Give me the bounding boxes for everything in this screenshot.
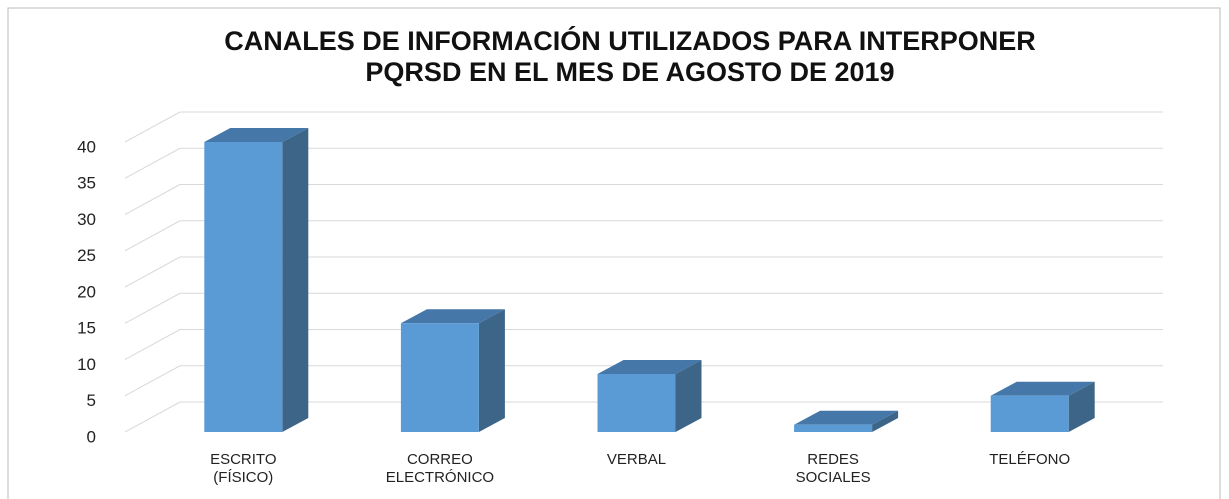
grid-line: [124, 365, 181, 397]
bar-front: [990, 395, 1069, 432]
grid-line: [124, 292, 181, 324]
bar-front: [597, 374, 676, 432]
x-tick-label: CORREO ELECTRÓNICO: [386, 451, 494, 486]
grid-line: [124, 329, 181, 360]
x-tick-label: REDES SOCIALES: [796, 451, 871, 486]
frame: [7, 7, 1221, 499]
grid-line: [124, 220, 181, 252]
bar-side: [675, 360, 702, 432]
bar: [990, 381, 1095, 432]
bar-top: [794, 410, 899, 425]
x-tick-label: VERBAL: [607, 451, 666, 468]
grid-line: [124, 111, 181, 143]
x-tick-label: TELÉFONO: [989, 451, 1070, 468]
y-tick-label: 5: [87, 391, 96, 410]
y-tick-label: 15: [77, 319, 96, 338]
grid-line: [124, 256, 181, 288]
bar-top: [597, 360, 702, 374]
grid-line: [124, 401, 181, 433]
x-tick-label: ESCRITO (FÍSICO): [210, 451, 276, 486]
y-tick-label: 0: [87, 427, 96, 446]
bar-front: [794, 424, 873, 432]
bar-side: [478, 309, 505, 432]
bar-front: [204, 142, 283, 432]
y-tick-label: 20: [77, 282, 96, 301]
grid-line: [124, 184, 181, 215]
grid-line: [124, 147, 181, 179]
bar: [794, 410, 899, 432]
bar-top: [400, 309, 505, 324]
y-tick-label: 40: [77, 137, 96, 156]
bar-top: [990, 381, 1095, 396]
bar-side: [872, 410, 899, 432]
bar-front: [400, 323, 479, 432]
y-tick-label: 30: [77, 210, 96, 229]
bar-side: [282, 128, 309, 432]
bar: [400, 309, 505, 432]
bar-side: [1068, 381, 1095, 432]
y-tick-label: 10: [77, 355, 96, 374]
bar: [597, 360, 702, 432]
y-tick-label: 25: [77, 246, 96, 265]
bar: [204, 128, 309, 432]
y-tick-label: 35: [77, 174, 96, 193]
chart-title: CANALES DE INFORMACIÓN UTILIZADOS PARA I…: [224, 26, 1036, 87]
bar-top: [204, 128, 309, 142]
